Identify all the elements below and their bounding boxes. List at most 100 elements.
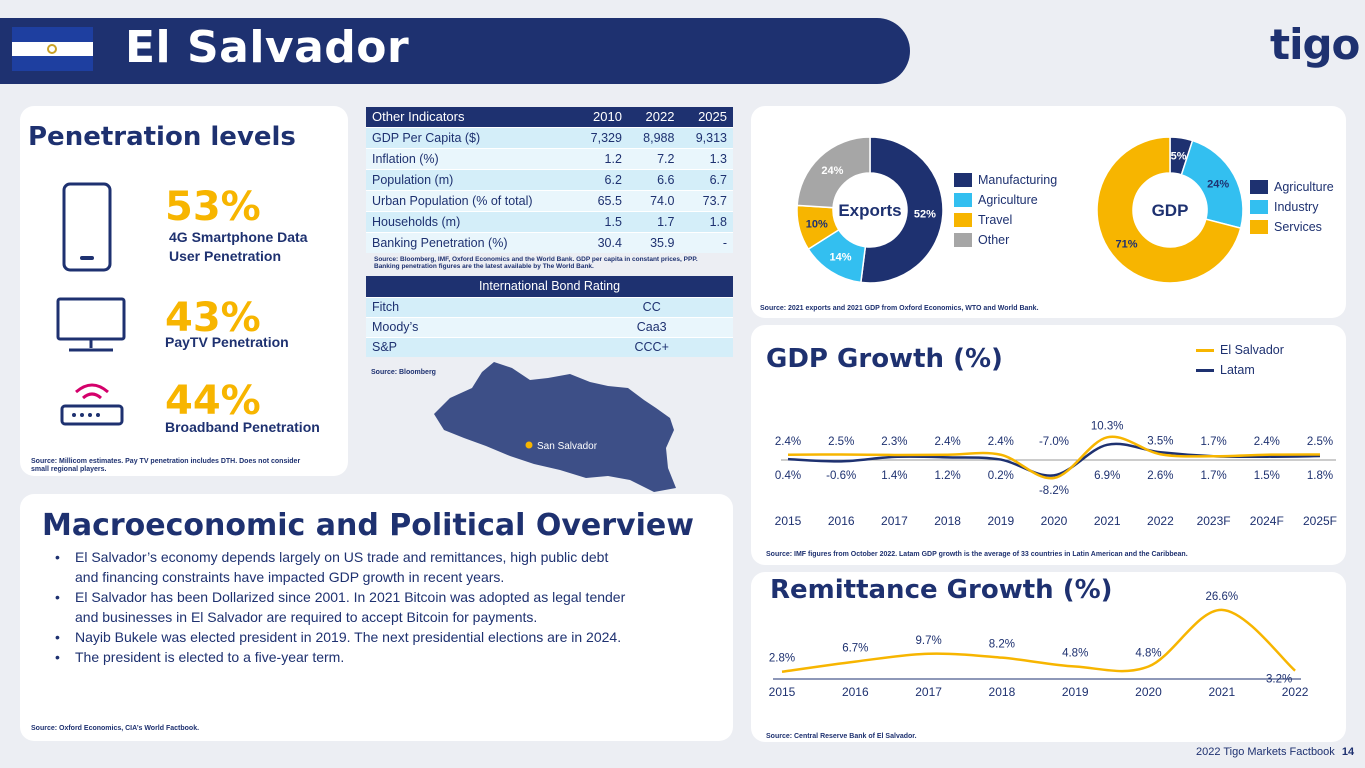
table-cell: Banking Penetration (%) <box>366 231 576 253</box>
paytv-penetration-label: PayTV Penetration <box>165 334 289 350</box>
donut-center-label: Exports <box>838 201 901 220</box>
table-header: Other Indicators <box>366 107 576 127</box>
table-cell: S&P <box>366 336 571 357</box>
data-label: 0.2% <box>988 470 1014 482</box>
tv-icon <box>56 297 126 352</box>
legend-item: Services <box>1250 217 1334 237</box>
table-row: Households (m) 1.5 1.7 1.8 <box>366 210 733 232</box>
indicators-source-line1: Source: Bloomberg, IMF, Oxford Economics… <box>374 256 698 263</box>
x-tick-label: 2020 <box>1041 514 1068 528</box>
data-label: 4.8% <box>1062 648 1088 660</box>
table-cell: Urban Population (% of total) <box>366 189 576 211</box>
smartphone-label-line2: User Penetration <box>169 248 282 264</box>
data-label: 2.3% <box>881 436 907 448</box>
table-cell: 8,988 <box>627 126 681 148</box>
indicators-source-line2: Banking penetration figures are the late… <box>374 263 594 270</box>
footer-text: 2022 Tigo Markets Factbook <box>1196 746 1335 758</box>
gdp-growth-chart: 2015 2.4% 0.4% 2016 2.5% -0.6% 2017 2.3% 1.4% 201… <box>775 420 1337 528</box>
legend-item: Manufacturing <box>954 170 1057 190</box>
donut-center-label: GDP <box>1152 201 1189 220</box>
map-city-label: San Salvador <box>537 441 598 452</box>
x-tick-label: 2024F <box>1250 514 1284 528</box>
table-cell: Caa3 <box>570 316 733 337</box>
x-tick-label: 2020 <box>1135 685 1162 699</box>
data-label: 8.2% <box>989 639 1015 651</box>
table-row: Inflation (%) 1.2 7.2 1.3 <box>366 147 733 169</box>
data-label: 2.4% <box>988 436 1014 448</box>
penetration-source-line2: small regional players. <box>31 466 107 473</box>
data-label: 6.7% <box>842 643 868 655</box>
x-tick-label: 2022 <box>1147 514 1174 528</box>
smartphone-label-line1: 4G Smartphone Data <box>169 229 308 245</box>
table-row: Banking Penetration (%) 30.4 35.9- <box>366 231 733 253</box>
bullet-line: El Salvador’s economy depends largely on… <box>75 549 609 565</box>
pie-slice-label: 71% <box>1116 239 1138 251</box>
series-line <box>781 608 1296 673</box>
x-tick-label: 2016 <box>842 685 869 699</box>
list-item: The president is elected to a five-year … <box>55 647 695 667</box>
table-cell: 73.7 <box>680 189 733 211</box>
broadband-penetration-value: 44% <box>165 378 261 424</box>
table-cell: 74.0 <box>627 189 681 211</box>
page-title: El Salvador <box>125 22 410 73</box>
gdp-growth-panel <box>751 325 1346 565</box>
x-tick-label: 2021 <box>1094 514 1121 528</box>
table-cell: Population (m) <box>366 168 576 190</box>
x-tick-label: 2022 <box>1282 685 1309 699</box>
data-label: 3.2% <box>1266 674 1292 686</box>
table-header: 2022 <box>627 107 681 127</box>
table-cell: GDP Per Capita ($) <box>366 126 576 148</box>
x-tick-label: 2017 <box>881 514 908 528</box>
smartphone-icon <box>62 182 112 272</box>
data-label: 10.3% <box>1091 420 1124 432</box>
table-cell: 30.4 <box>575 231 628 253</box>
data-label: 1.2% <box>934 470 960 482</box>
legend-item: El Salvador <box>1196 340 1284 360</box>
legend-label: Other <box>978 233 1010 247</box>
data-label: 1.5% <box>1254 470 1280 482</box>
data-label: 9.7% <box>915 635 941 647</box>
table-row: Fitch CC <box>366 296 733 317</box>
legend-label: El Salvador <box>1220 343 1284 357</box>
table-cell: 6.6 <box>627 168 681 190</box>
title-banner <box>0 18 910 84</box>
legend-item: Latam <box>1196 360 1284 380</box>
data-label: 2.4% <box>775 436 801 448</box>
remittance-panel <box>751 572 1346 742</box>
data-label: 2.8% <box>769 653 795 665</box>
table-row: Moody’s Caa3 <box>366 316 733 337</box>
remittance-chart: 2015 2.8% 2016 6.7% 2017 9.7% 2018 8.2% 2019 4.8%… <box>769 591 1309 699</box>
penetration-source-line1: Source: Millicom estimates. Pay TV penet… <box>31 458 301 465</box>
table-row: Urban Population (% of total) 65.5 74.0 73.… <box>366 189 733 211</box>
table-cell: Inflation (%) <box>366 147 576 169</box>
table-cell: Fitch <box>366 296 571 317</box>
data-label: 2.4% <box>934 436 960 448</box>
x-tick-label: 2019 <box>1062 685 1089 699</box>
table-row: GDP Per Capita ($) 7,329 8,988 9,313 <box>366 126 733 148</box>
tigo-logo: tigo <box>1270 20 1360 69</box>
gdp-donut-chart: 5% 24% 71% GDP <box>1096 136 1244 284</box>
other-indicators-table: Other Indicators 2010 2022 2025 GDP Per … <box>366 107 733 253</box>
series-line <box>787 435 1321 480</box>
pie-slice-label: 24% <box>821 165 843 177</box>
data-label: 1.7% <box>1200 436 1226 448</box>
data-label: -8.2% <box>1039 485 1069 497</box>
table-cell: CC <box>570 296 733 317</box>
bullet-line: The president is elected to a five-year … <box>75 649 345 665</box>
table-cell: 6.7 <box>680 168 733 190</box>
table-cell: Households (m) <box>366 210 576 232</box>
data-label: 1.4% <box>881 470 907 482</box>
x-tick-label: 2019 <box>987 514 1014 528</box>
legend-label: Industry <box>1274 200 1319 214</box>
x-tick-label: 2025F <box>1303 514 1337 528</box>
table-header: International Bond Rating <box>366 276 733 297</box>
bullet-line: and financing constraints have impacted … <box>75 569 505 585</box>
legend-label: Travel <box>978 213 1013 227</box>
data-label: 6.9% <box>1094 470 1120 482</box>
list-item: Nayib Bukele was elected president in 20… <box>55 627 695 647</box>
table-cell: 7,329 <box>575 126 628 148</box>
data-label: 2.5% <box>828 436 854 448</box>
table-cell: Moody’s <box>366 316 571 337</box>
macro-title: Macroeconomic and Political Overview <box>42 508 694 543</box>
pie-slice-label: 24% <box>1207 179 1229 191</box>
